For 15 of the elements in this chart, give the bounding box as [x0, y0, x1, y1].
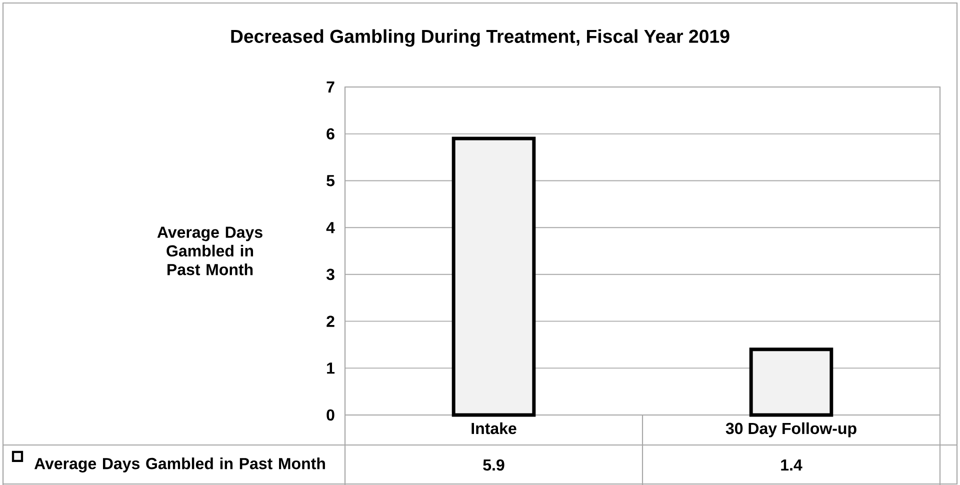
- x-tick-label: Intake: [472, 422, 516, 434]
- x-tick-label: 30 Day Follow-up: [726, 422, 856, 438]
- data-label: 1.4: [781, 459, 802, 470]
- y-tick-label: 2: [326, 316, 334, 327]
- chart-title: Decreased Gambling During Treatment, Fiscal Year 2019: [231, 29, 730, 47]
- y-tick-label: 4: [326, 222, 335, 234]
- y-tick-label: 1: [327, 362, 335, 374]
- y-tick-label: 5: [326, 175, 335, 186]
- y-tick-label: 3: [326, 268, 334, 280]
- legend-label: Average Days Gambled in Past Month: [34, 458, 325, 472]
- y-tick-label: 7: [326, 82, 334, 92]
- y-axis-title: Average Days Gambled in Past Month: [157, 226, 262, 276]
- y-tick-label: 6: [326, 128, 334, 140]
- data-label: 5.9: [483, 459, 504, 471]
- y-tick-label: 0: [326, 409, 334, 421]
